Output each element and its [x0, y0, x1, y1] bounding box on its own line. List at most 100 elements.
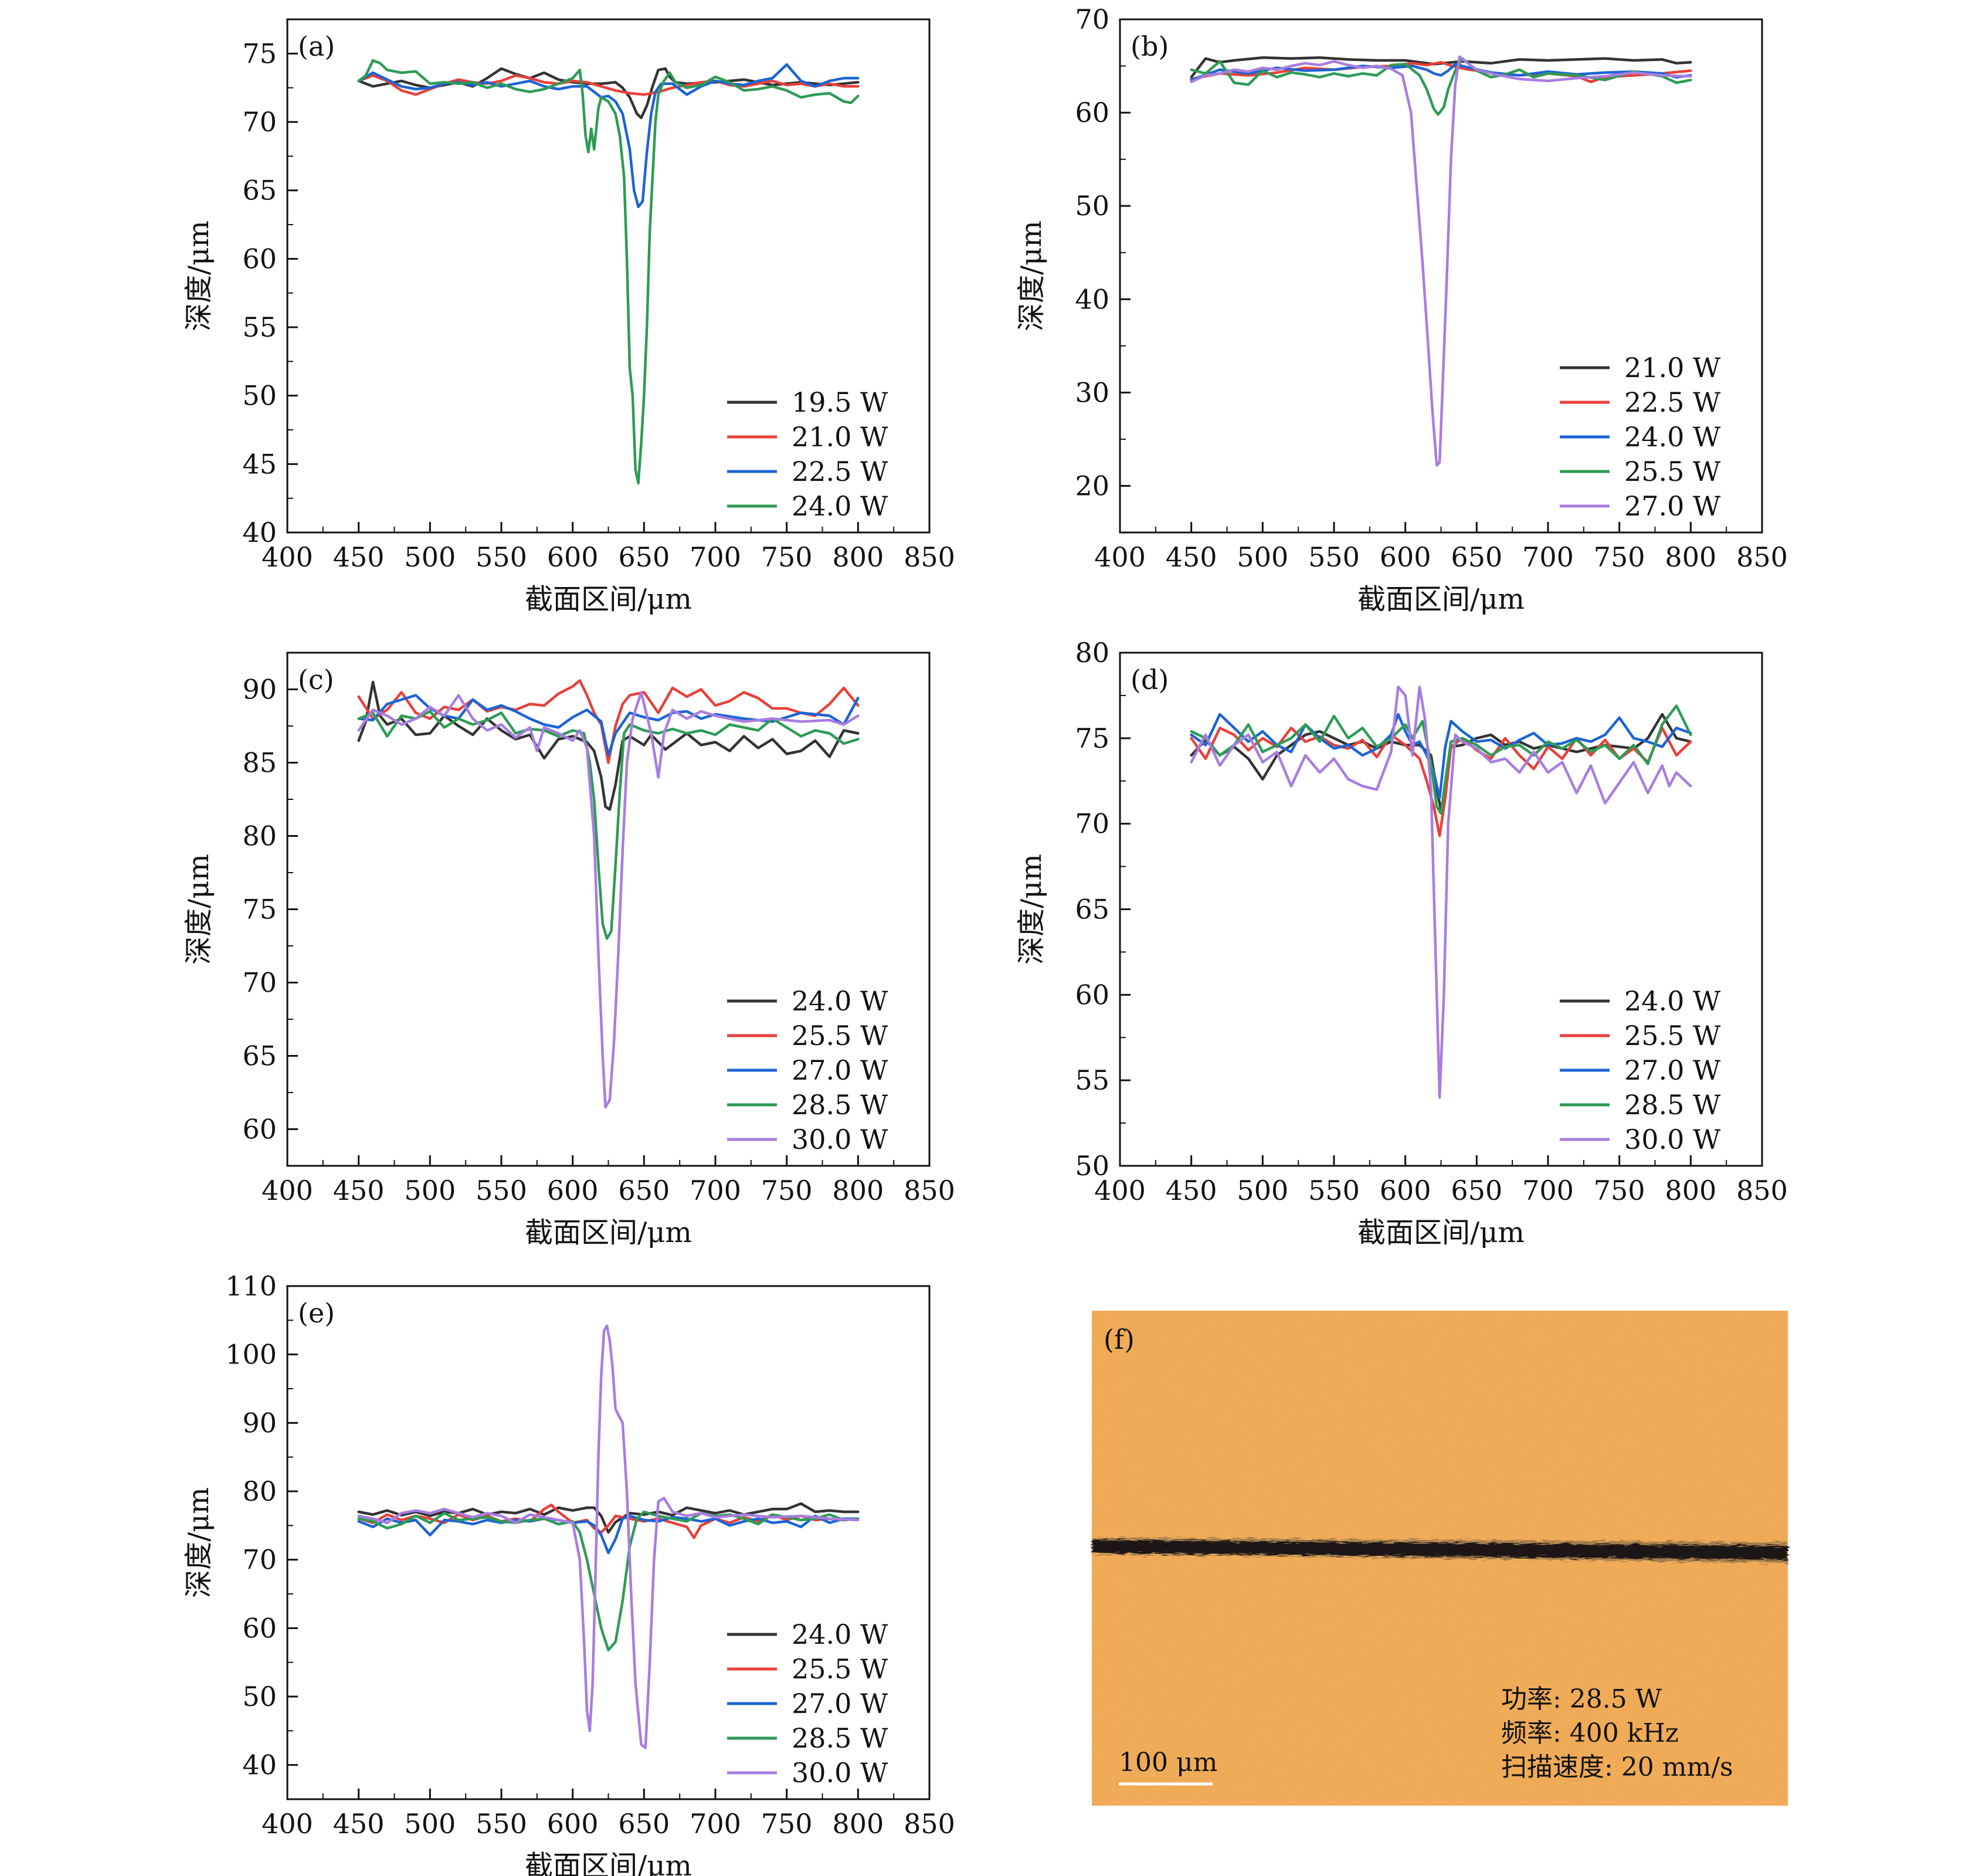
legend-label-27-0-w: 27.0 W [792, 1688, 888, 1719]
x-tick-label: 600 [1380, 541, 1431, 573]
y-tick-label: 75 [1075, 722, 1109, 754]
y-tick-label: 40 [242, 1749, 277, 1781]
legend-label-25-5-w: 25.5 W [1624, 456, 1721, 487]
x-tick-label: 750 [761, 1175, 813, 1206]
y-tick-label: 70 [242, 967, 277, 999]
panel-label-a: (a) [298, 30, 335, 62]
x-tick-label: 500 [404, 541, 456, 573]
x-axis-title: 截面区间/μm [525, 1216, 692, 1249]
info-scan-speed: 扫描速度: 20 mm/s [1501, 1752, 1733, 1782]
info-frequency: 频率: 400 kHz [1501, 1718, 1679, 1748]
legend-label-22-5-w: 22.5 W [1624, 386, 1721, 418]
x-tick-label: 750 [1594, 541, 1645, 573]
y-tick-label: 30 [1075, 376, 1109, 408]
x-tick-label: 400 [262, 541, 313, 573]
legend-label-24-0-w: 24.0 W [1624, 985, 1721, 1017]
series-line-19-5-w [357, 67, 860, 120]
laser-scribe-line [1092, 1540, 1788, 1560]
y-axis-title: 深度/μm [1015, 220, 1048, 331]
legend-label-19-5-w: 19.5 W [792, 386, 888, 418]
y-tick-label: 50 [1075, 190, 1109, 222]
x-tick-label: 500 [404, 1808, 456, 1840]
series-line-21-0-w [357, 74, 860, 96]
x-tick-label: 500 [1237, 1175, 1288, 1206]
legend-label-24-0-w: 24.0 W [792, 1619, 888, 1650]
x-axis-title: 截面区间/μm [1357, 1216, 1525, 1249]
y-axis-title: 深度/μm [182, 220, 215, 331]
y-tick-label: 40 [1075, 283, 1109, 315]
legend-label-28-5-w: 28.5 W [792, 1722, 888, 1754]
panel-label-b: (b) [1131, 30, 1169, 62]
chart-c: 400 450 500 550 600 650 700 750 800 850 60 65 70 75 80… [182, 652, 955, 1249]
series-line-25-5-w [1190, 727, 1692, 837]
series-line-27-0-w [1190, 55, 1692, 467]
panel-label-f: (f) [1104, 1324, 1135, 1355]
x-tick-label: 400 [262, 1808, 313, 1840]
x-tick-label: 700 [690, 541, 741, 573]
y-tick-label: 60 [242, 1612, 277, 1644]
x-tick-label: 450 [333, 1175, 385, 1206]
y-tick-label: 110 [225, 1270, 277, 1302]
x-tick-label: 450 [1166, 1175, 1217, 1206]
y-tick-label: 75 [242, 894, 277, 925]
y-tick-label: 70 [1075, 808, 1109, 840]
x-tick-label: 400 [1094, 1175, 1146, 1206]
y-tick-label: 50 [1075, 1150, 1109, 1182]
panel-label-e: (e) [298, 1297, 335, 1329]
legend-label-28-5-w: 28.5 W [792, 1089, 888, 1121]
info-power: 功率: 28.5 W [1501, 1684, 1662, 1714]
y-tick-label: 20 [1075, 470, 1109, 501]
panel-label-d: (d) [1131, 664, 1169, 696]
x-axis-title: 截面区间/μm [1357, 583, 1525, 616]
y-tick-label: 80 [242, 1475, 277, 1507]
legend-label-30-0-w: 30.0 W [1624, 1124, 1721, 1155]
y-tick-label: 60 [1075, 97, 1109, 128]
y-tick-label: 55 [242, 311, 277, 343]
y-tick-label: 65 [242, 175, 277, 206]
legend-label-25-5-w: 25.5 W [1624, 1020, 1721, 1051]
x-tick-label: 600 [1380, 1175, 1431, 1206]
x-tick-label: 800 [832, 541, 884, 573]
series-group [1190, 686, 1692, 1099]
y-tick-label: 65 [1075, 894, 1109, 925]
y-axis-title: 深度/μm [182, 1487, 215, 1598]
series-line-28-5-w [1190, 704, 1692, 815]
chart-a: 400 450 500 550 600 650 700 750 800 850 40 45 50 55 60… [182, 18, 955, 616]
scale-bar-label: 100 μm [1119, 1748, 1217, 1777]
legend-label-27-0-w: 27.0 W [792, 1054, 888, 1086]
x-tick-label: 550 [476, 1808, 527, 1840]
x-tick-label: 800 [832, 1808, 884, 1840]
y-tick-label: 55 [1075, 1064, 1109, 1096]
y-tick-label: 65 [242, 1040, 277, 1072]
x-tick-label: 650 [1451, 541, 1502, 573]
chart-b: 400 450 500 550 600 650 700 750 800 850 20 30 40 50 60… [1015, 4, 1788, 616]
y-tick-label: 60 [242, 1114, 277, 1145]
series-line-21-0-w [1190, 56, 1692, 79]
x-tick-label: 750 [761, 1808, 813, 1840]
x-tick-label: 850 [904, 541, 955, 573]
legend-label-21-0-w: 21.0 W [1624, 352, 1721, 384]
legend-label-24-0-w: 24.0 W [792, 490, 888, 522]
panel-label-c: (c) [298, 664, 334, 696]
y-tick-label: 40 [242, 517, 277, 548]
y-tick-label: 50 [242, 380, 277, 412]
series-line-28-5-w [357, 710, 860, 940]
series-line-22-5-w [357, 63, 860, 208]
y-tick-label: 70 [242, 106, 277, 138]
y-tick-label: 75 [242, 38, 277, 69]
legend-label-25-5-w: 25.5 W [792, 1653, 888, 1685]
x-tick-label: 850 [904, 1175, 955, 1206]
y-tick-label: 100 [225, 1339, 277, 1370]
series-line-25-5-w [1190, 57, 1692, 116]
x-tick-label: 850 [1736, 541, 1788, 573]
x-tick-label: 650 [618, 1808, 670, 1840]
x-axis-title: 截面区间/μm [525, 1850, 692, 1876]
x-tick-label: 400 [262, 1175, 313, 1206]
micrograph-panel: (f) 100 μm 功率: 28.5 W 频率: 400 kHz 扫描速度: … [1092, 1311, 1788, 1806]
y-tick-label: 80 [1075, 637, 1109, 669]
x-tick-label: 700 [690, 1808, 741, 1840]
x-tick-label: 750 [1594, 1175, 1645, 1206]
x-tick-label: 700 [690, 1175, 741, 1206]
series-group [357, 59, 860, 485]
